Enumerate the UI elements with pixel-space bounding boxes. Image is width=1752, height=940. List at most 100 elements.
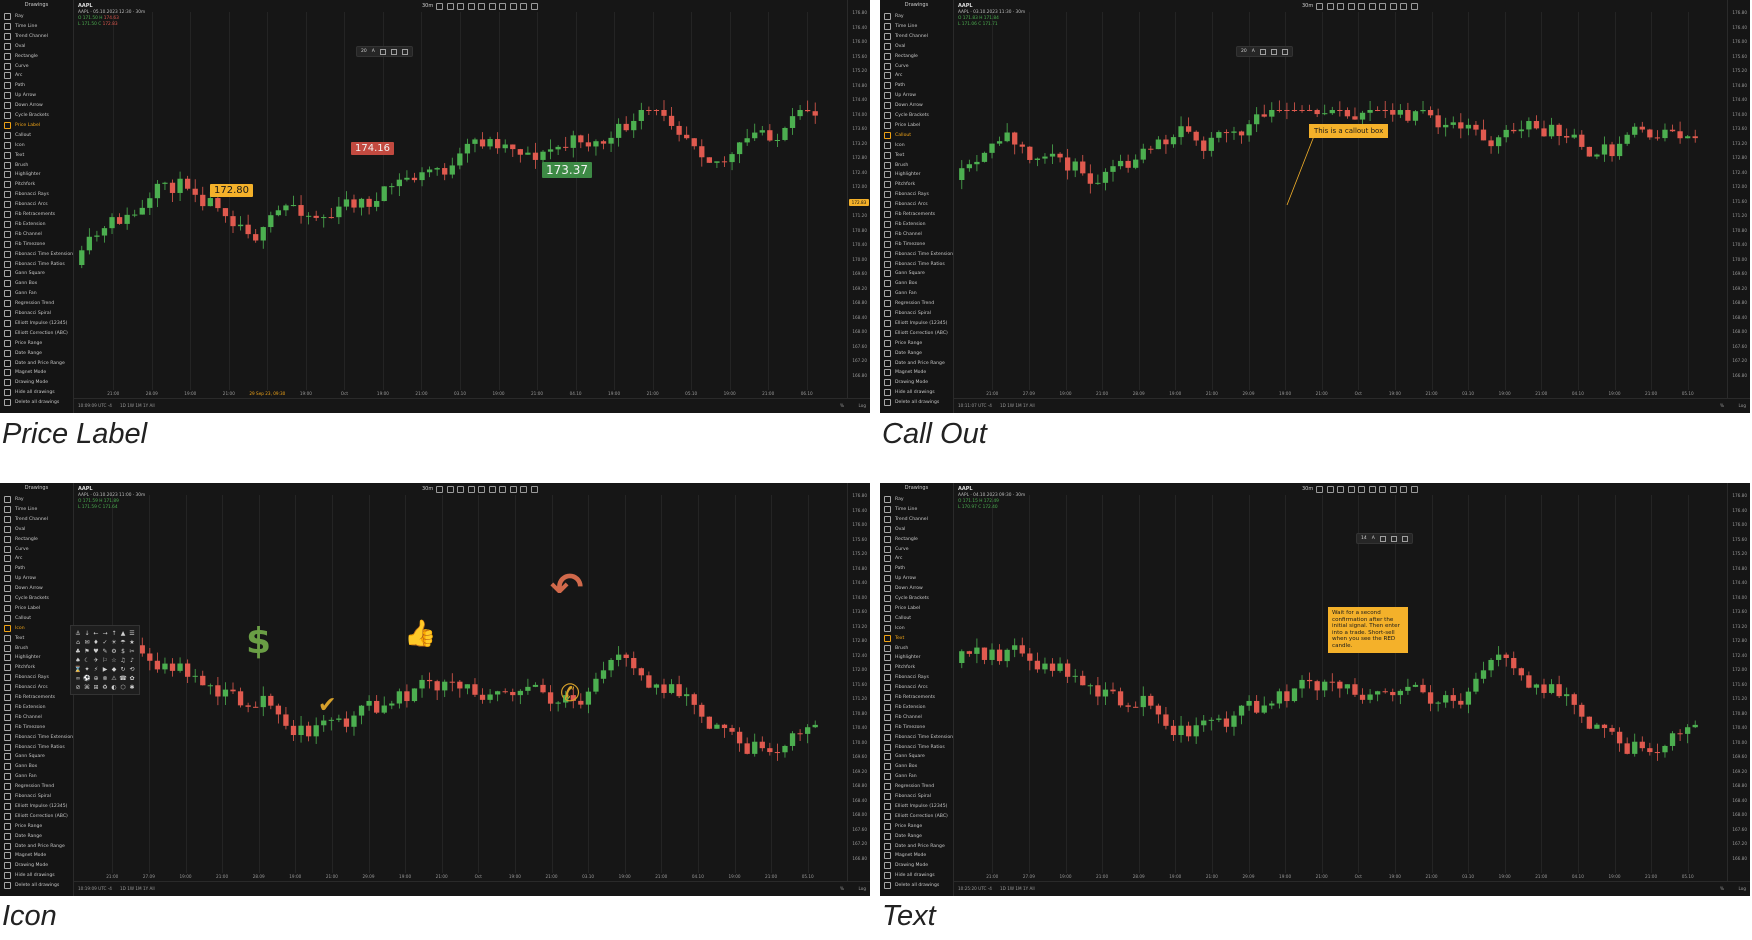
- sidebar-item-fibonacci-time-extension[interactable]: Fibonacci Time Extension: [4, 250, 73, 259]
- sidebar-item-gann-square[interactable]: Gann Square: [4, 752, 70, 761]
- undo-icon[interactable]: [499, 3, 506, 10]
- sidebar-item-drawing-mode[interactable]: Drawing Mode: [884, 378, 950, 387]
- picker-icon[interactable]: ⟲: [129, 665, 135, 673]
- sidebar-item-delete-all-drawings[interactable]: Delete all drawings: [884, 881, 950, 890]
- font-letter-button[interactable]: A: [1251, 49, 1255, 54]
- sidebar-item-delete-all-drawings[interactable]: Delete all drawings: [4, 881, 70, 890]
- sidebar-item-text[interactable]: Text: [4, 634, 70, 643]
- picker-icon[interactable]: ⚠: [111, 674, 117, 682]
- sidebar-item-fib-retracements[interactable]: Fib Retracements: [884, 210, 950, 219]
- sidebar-item-pitchfork[interactable]: Pitchfork: [884, 180, 950, 189]
- sidebar-item-cycle-brackets[interactable]: Cycle Brackets: [884, 111, 950, 120]
- picker-icon[interactable]: ♦: [93, 638, 99, 646]
- period-buttons[interactable]: 1D 1W 1M 1Y All: [120, 886, 155, 891]
- time-axis[interactable]: 21:00 27.09 19:00 21:00 28.09 19:00 21:00 29.09…: [954, 873, 1728, 882]
- icon-picker[interactable]: ⚓ ↓ ← → ↑ ▲ ☰ ⌂ ✉ ♦ ✓ ☀ ☂ ★ ♣ ⚑ ♥ ✎ ⚙ $ ✂ ♠ ☾ ✈ ⚐ ☆ ♫ ♪ ⌛ ✦ ⚡ ▶ ◆ ↻ ⟲ ∞ ⚽ ⊕ ⊗ ⚠…: [70, 625, 140, 695]
- sidebar-item-magnet-mode[interactable]: Magnet Mode: [884, 851, 950, 860]
- check-icon[interactable]: ✔: [318, 693, 337, 718]
- indicators-icon[interactable]: [1316, 486, 1323, 493]
- sidebar-item-fibonacci-time-ratios[interactable]: Fibonacci Time Ratios: [4, 743, 70, 752]
- sidebar-item-fib-channel[interactable]: Fib Channel: [884, 713, 950, 722]
- lock-icon[interactable]: [390, 48, 397, 55]
- sidebar-item-gann-fan[interactable]: Gann Fan: [4, 289, 70, 298]
- picker-icon[interactable]: ✿: [129, 674, 135, 682]
- sidebar-item-elliott-impulse-12345[interactable]: Elliott Impulse (12345): [4, 802, 70, 811]
- alert-icon[interactable]: [1368, 3, 1376, 10]
- alert-icon[interactable]: [488, 3, 496, 10]
- picker-icon[interactable]: ⌛: [74, 665, 82, 673]
- sidebar-item-fibonacci-time-extension[interactable]: Fibonacci Time Extension: [4, 733, 73, 742]
- sidebar-item-path[interactable]: Path: [884, 81, 950, 90]
- sidebar-item-gann-fan[interactable]: Gann Fan: [884, 772, 950, 781]
- picker-icon[interactable]: ♠: [75, 656, 81, 664]
- phone-icon[interactable]: ✆: [560, 679, 581, 707]
- sidebar-item-hide-all-drawings[interactable]: Hide all drawings: [4, 388, 70, 397]
- color-icon[interactable]: [379, 48, 386, 55]
- sidebar-item-ray[interactable]: Ray: [4, 12, 70, 21]
- sidebar-item-gann-fan[interactable]: Gann Fan: [4, 772, 70, 781]
- sidebar-item-fibonacci-spiral[interactable]: Fibonacci Spiral: [884, 792, 950, 801]
- dollar-icon[interactable]: $: [246, 621, 272, 662]
- picker-icon[interactable]: ☾: [84, 656, 90, 664]
- sidebar-item-callout[interactable]: Callout: [884, 131, 950, 140]
- picker-icon[interactable]: ✈: [93, 656, 99, 664]
- picker-icon[interactable]: ✎: [102, 647, 108, 655]
- picker-icon[interactable]: ⌘: [84, 683, 90, 691]
- alert-icon[interactable]: [488, 486, 496, 493]
- sidebar-item-oval[interactable]: Oval: [4, 42, 70, 51]
- camera-icon[interactable]: [520, 486, 527, 493]
- sidebar-item-text[interactable]: Text: [884, 151, 950, 160]
- sidebar-item-price-label[interactable]: Price Label: [884, 121, 950, 130]
- sidebar-item-ray[interactable]: Ray: [884, 12, 950, 21]
- time-axis[interactable]: 21:00 27.09 19:00 21:00 28.09 19:00 21:00 29.09…: [74, 873, 848, 882]
- template-icon[interactable]: [478, 3, 485, 10]
- font-size-value[interactable]: 20: [1241, 49, 1247, 54]
- sidebar-item-elliott-impulse-12345[interactable]: Elliott Impulse (12345): [884, 802, 950, 811]
- draw-icon[interactable]: [1326, 486, 1334, 493]
- candlestick-plot[interactable]: [74, 0, 848, 413]
- sidebar-item-fibonacci-rays[interactable]: Fibonacci Rays: [884, 673, 950, 682]
- sidebar-item-fib-channel[interactable]: Fib Channel: [884, 230, 950, 239]
- font-size-value[interactable]: 14: [1361, 536, 1367, 541]
- sidebar-item-up-arrow[interactable]: Up Arrow: [884, 91, 950, 100]
- sidebar-item-brush[interactable]: Brush: [4, 161, 70, 170]
- timeframe-button[interactable]: 30m: [422, 486, 434, 492]
- sidebar-item-date-range[interactable]: Date Range: [4, 832, 70, 841]
- chart-area[interactable]: AAPL AAPL · 03.10.2023 11:00 · 30m O 171…: [70, 483, 870, 896]
- picker-icon[interactable]: ↻: [120, 665, 126, 673]
- sidebar-item-curve[interactable]: Curve: [4, 545, 70, 554]
- log-toggle[interactable]: Log: [858, 403, 866, 408]
- picker-icon[interactable]: ⚙: [111, 647, 117, 655]
- sidebar-item-fib-timezone[interactable]: Fib Timezone: [4, 240, 70, 249]
- sidebar-item-highlighter[interactable]: Highlighter: [4, 653, 70, 662]
- sidebar-item-fib-channel[interactable]: Fib Channel: [4, 713, 70, 722]
- template-icon[interactable]: [1358, 486, 1365, 493]
- draw-icon[interactable]: [446, 3, 454, 10]
- sidebar-item-date-range[interactable]: Date Range: [4, 349, 70, 358]
- trash-icon[interactable]: [401, 48, 408, 55]
- indicators-icon[interactable]: [1316, 3, 1323, 10]
- period-buttons[interactable]: 1D 1W 1M 1Y All: [1000, 886, 1035, 891]
- sidebar-item-drawing-mode[interactable]: Drawing Mode: [4, 861, 70, 870]
- sidebar-item-hide-all-drawings[interactable]: Hide all drawings: [884, 388, 950, 397]
- sidebar-item-time-line[interactable]: Time Line: [4, 505, 70, 514]
- sidebar-item-fib-retracements[interactable]: Fib Retracements: [4, 210, 70, 219]
- chart-area[interactable]: AAPL AAPL · 05.10.2023 12:30 · 30m O 171…: [74, 0, 870, 413]
- color-icon[interactable]: [1379, 535, 1386, 542]
- picker-icon[interactable]: ∞: [75, 674, 81, 682]
- redo-icon[interactable]: [1389, 486, 1397, 493]
- sidebar-item-arc[interactable]: Arc: [4, 71, 70, 80]
- sidebar-item-trend-channel[interactable]: Trend Channel: [884, 32, 950, 41]
- sidebar-item-fibonacci-rays[interactable]: Fibonacci Rays: [4, 190, 70, 199]
- time-axis[interactable]: 21:00 28.09 19:00 21:00 29 Sep 23, 09:30 19:0…: [74, 390, 848, 399]
- sidebar-item-callout[interactable]: Callout: [4, 131, 70, 140]
- sidebar-item-down-arrow[interactable]: Down Arrow: [884, 584, 950, 593]
- sidebar-item-gann-box[interactable]: Gann Box: [4, 279, 70, 288]
- template-icon[interactable]: [1358, 3, 1365, 10]
- sidebar-item-down-arrow[interactable]: Down Arrow: [884, 101, 950, 110]
- sidebar-item-fib-extension[interactable]: Fib Extension: [4, 220, 70, 229]
- floating-toolbar[interactable]: 14 A: [1356, 533, 1413, 544]
- sidebar-item-elliott-impulse-12345[interactable]: Elliott Impulse (12345): [884, 319, 950, 328]
- timeframe-button[interactable]: 30m: [1302, 3, 1314, 9]
- picker-icon[interactable]: ✓: [102, 638, 108, 646]
